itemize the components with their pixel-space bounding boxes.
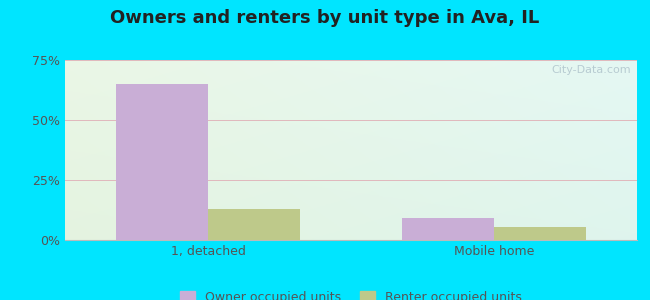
Text: City-Data.com: City-Data.com (552, 65, 631, 75)
Bar (208, 209, 300, 240)
Bar (402, 218, 494, 240)
Text: Owners and renters by unit type in Ava, IL: Owners and renters by unit type in Ava, … (111, 9, 540, 27)
Bar (494, 227, 586, 240)
Legend: Owner occupied units, Renter occupied units: Owner occupied units, Renter occupied un… (175, 286, 527, 300)
Bar (116, 84, 208, 240)
